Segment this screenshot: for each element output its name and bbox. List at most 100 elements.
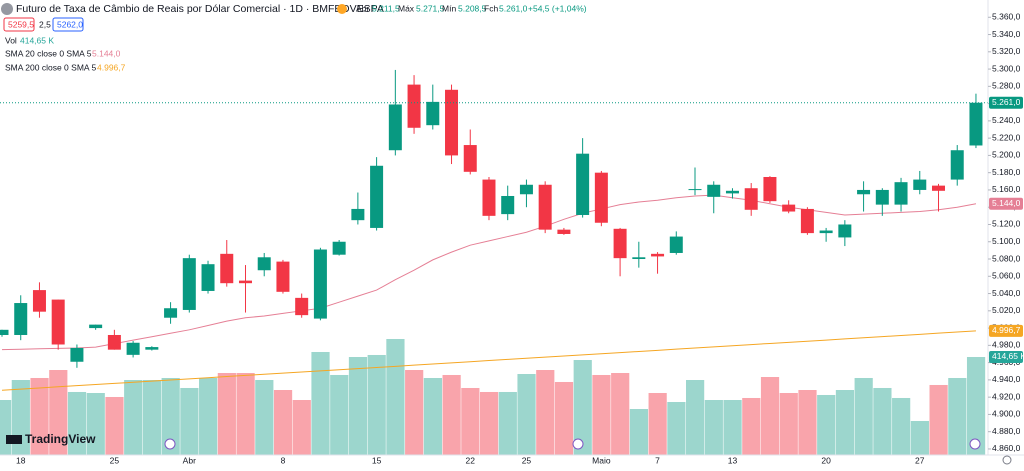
volume-bar [929, 384, 948, 455]
volume-bar [498, 391, 517, 455]
y-tick-label: 4.900,0 [992, 409, 1021, 419]
volume-bar [67, 391, 87, 455]
volume-bar [592, 374, 611, 455]
event-icon[interactable] [572, 438, 584, 450]
candle-body [538, 184, 552, 230]
volume-bar [49, 370, 68, 455]
volume-bar [348, 357, 368, 455]
candle-body [819, 230, 833, 234]
candle-body [201, 264, 215, 291]
legend-sma200: SMA 200 close 0 SMA 5 [5, 62, 96, 72]
volume-bar [217, 373, 236, 455]
event-icon[interactable] [969, 438, 981, 450]
candle-body [238, 280, 252, 284]
y-tick-label: 5.180,0 [992, 167, 1021, 177]
axis-label: 5.261,0 [992, 97, 1021, 107]
candle-body [89, 324, 103, 329]
candle-body [257, 257, 271, 271]
volume-bar [386, 338, 405, 455]
volume-bar [180, 387, 199, 455]
candle-body [445, 89, 459, 156]
candle-body [426, 101, 440, 126]
y-tick-label: 5.160,0 [992, 184, 1021, 194]
candle-body [32, 290, 46, 312]
plot-area [0, 69, 988, 455]
candle-body [557, 229, 571, 234]
volume-bar [723, 399, 742, 455]
logo-text: TradingView [25, 432, 96, 446]
candle-body [594, 172, 608, 223]
volume-bar [554, 381, 574, 455]
chart-title: Futuro de Taxa de Câmbio de Reais por Dó… [16, 3, 384, 15]
candle-body [875, 189, 889, 205]
candle-body [744, 188, 758, 210]
volume-bar [124, 380, 143, 455]
candle-body [651, 253, 665, 257]
x-tick-label: Abr [183, 455, 196, 465]
candle-body [932, 185, 945, 191]
candle-body [126, 342, 140, 355]
y-tick-label: 5.020,0 [992, 305, 1021, 315]
legend-volume-name: Vol [5, 35, 17, 45]
volume-bar [686, 380, 705, 455]
x-tick-label: 27 [915, 455, 925, 465]
y-tick-label: 4.940,0 [992, 374, 1021, 384]
bid: 5259,5 [8, 19, 34, 29]
volume-bar [648, 393, 667, 455]
volume-bar [161, 377, 180, 455]
axis-label-box [989, 350, 1023, 363]
candle-body [725, 190, 739, 194]
bid-box[interactable] [3, 17, 35, 32]
candle-body [969, 102, 983, 146]
candle-body [51, 299, 65, 345]
candle-body [407, 84, 421, 128]
candle-body [482, 179, 496, 216]
candle-body [519, 184, 533, 195]
y-tick-label: 4.920,0 [992, 391, 1021, 401]
candle-body [164, 308, 178, 318]
x-tick-label: 15 [372, 455, 382, 465]
candle-body [370, 165, 384, 228]
candle-body [950, 150, 964, 180]
settings-icon[interactable] [1002, 455, 1012, 465]
logo: TradingView [6, 432, 96, 446]
candle-body [276, 261, 290, 292]
y-tick-label: 4.860,0 [992, 443, 1021, 453]
volume-bar [742, 397, 761, 455]
y-tick-label: 5.240,0 [992, 115, 1021, 125]
candle-body [107, 334, 121, 350]
volume-bar [629, 409, 649, 455]
candle-body [145, 347, 159, 350]
volume-bar [611, 373, 630, 455]
axis-label: 4.996,7 [992, 325, 1021, 335]
volume-bar [330, 374, 349, 455]
ohlc-prefix: Fch [484, 3, 498, 13]
volume-bar [236, 373, 255, 455]
candle-body [707, 184, 721, 197]
legend-sma200-value: 4.996,7 [97, 62, 126, 72]
candle-body [313, 249, 327, 319]
event-icon[interactable] [164, 438, 176, 450]
candle-body [0, 329, 9, 335]
ohlc-prefix: Mín [442, 3, 456, 13]
x-tick-label: Maio [592, 455, 611, 465]
volume-bar [311, 351, 330, 455]
candle-body [857, 189, 871, 195]
ohlc-change: +54,5 (+1,04%) [528, 3, 587, 13]
ohlc-prefix: Máx [398, 3, 415, 13]
volume-bar [461, 387, 480, 455]
candle-body [913, 179, 927, 190]
candle-body [800, 208, 814, 234]
volume-bar [854, 377, 873, 455]
y-tick-label: 4.980,0 [992, 340, 1021, 350]
axis-label-box [989, 324, 1023, 337]
volume-bar [442, 374, 461, 455]
volume-bar [835, 390, 855, 455]
candle-body [220, 253, 234, 284]
y-tick-label: 5.300,0 [992, 63, 1021, 73]
ask-box[interactable] [52, 17, 84, 32]
candle-body [688, 189, 702, 191]
candle-body [295, 297, 309, 316]
candle-body [351, 208, 365, 221]
